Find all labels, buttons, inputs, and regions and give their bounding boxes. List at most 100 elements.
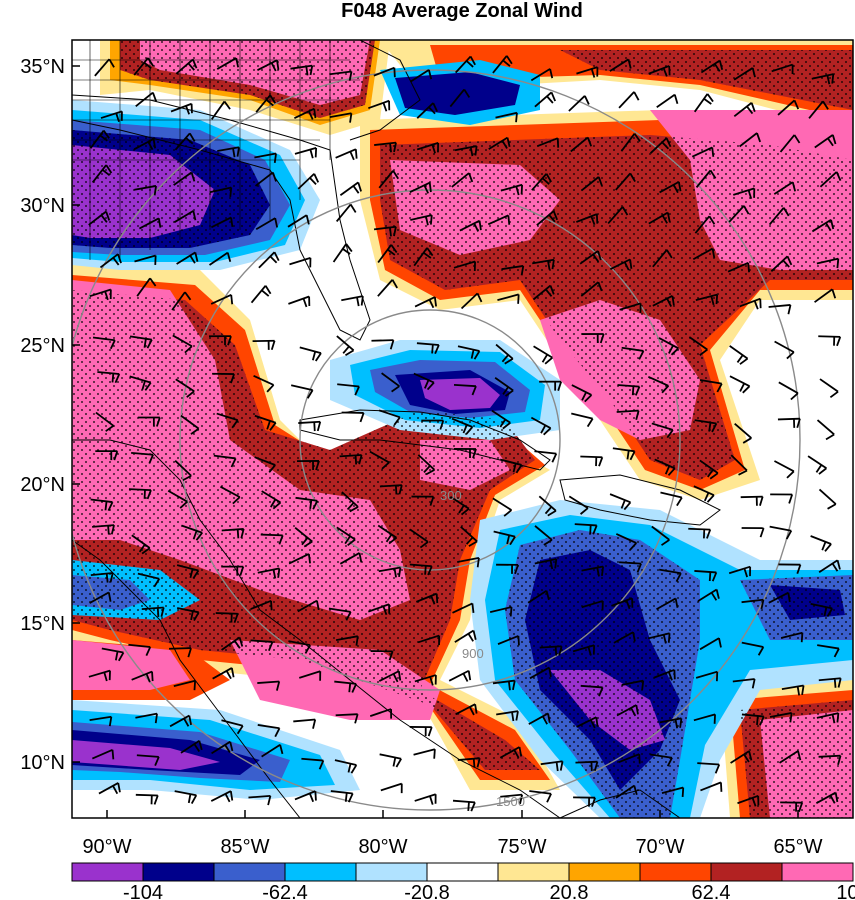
wind-barb	[810, 535, 832, 552]
lat-label: 10°N	[20, 752, 65, 774]
wind-barb	[209, 186, 233, 197]
wind-barb	[819, 171, 842, 188]
wind-barb	[493, 530, 516, 546]
wind-barb	[492, 55, 513, 74]
wind-barb	[169, 714, 192, 728]
wind-barb	[661, 786, 685, 798]
wind-barb	[135, 91, 158, 108]
wind-barb	[496, 710, 519, 722]
wind-barb	[576, 213, 599, 226]
wind-barb	[773, 181, 797, 195]
wind-barb	[536, 210, 558, 226]
wind-barb	[334, 680, 357, 693]
wind-barb	[534, 91, 556, 108]
wind-barb	[529, 790, 552, 803]
wind-barb	[648, 65, 671, 77]
wind-barb	[691, 146, 715, 158]
colorbar-swatch	[71, 862, 144, 882]
wind-barb	[92, 524, 115, 535]
wind-barb	[181, 524, 203, 541]
wind-barb	[414, 296, 437, 309]
wind-barb	[92, 336, 116, 350]
wind-barb	[334, 759, 358, 774]
wind-barb	[417, 634, 441, 646]
wind-barb	[378, 409, 401, 426]
wind-barb	[381, 372, 400, 393]
lon-label: 90°W	[82, 836, 131, 858]
wind-barb	[579, 250, 602, 265]
wind-barb	[656, 597, 679, 611]
wind-barb	[453, 383, 477, 396]
wind-barb	[576, 66, 599, 78]
wind-barb	[290, 64, 314, 76]
wind-barb	[341, 411, 365, 423]
wind-barb	[818, 677, 842, 688]
wind-barb	[530, 416, 552, 436]
wind-barb	[774, 340, 795, 360]
wind-barb	[89, 288, 112, 301]
wind-barb	[100, 110, 123, 123]
wind-barb	[619, 302, 642, 313]
colorbar-swatch	[639, 862, 712, 882]
wind-barb	[818, 488, 837, 510]
wind-barb	[741, 527, 765, 538]
wind-barb	[288, 640, 311, 654]
wind-barb	[339, 181, 362, 197]
wind-barb	[779, 134, 801, 153]
wind-barb	[539, 645, 563, 656]
wind-barb	[335, 635, 359, 646]
wind-barb	[777, 417, 801, 429]
wind-barb	[619, 561, 642, 573]
wind-barb	[580, 281, 603, 297]
wind-barb	[581, 333, 605, 344]
wind-barb	[341, 295, 364, 307]
wind-barb	[576, 716, 599, 729]
wind-barb	[454, 145, 478, 157]
wind-barb	[411, 495, 435, 506]
wind-barb	[368, 99, 391, 112]
wind-barb	[297, 599, 320, 613]
wind-barb	[771, 63, 794, 75]
wind-barb	[728, 565, 752, 578]
wind-barb	[527, 589, 550, 604]
wind-barb	[170, 102, 193, 115]
wind-barb	[176, 564, 200, 580]
wind-barb	[135, 793, 159, 805]
wind-barb	[91, 164, 113, 183]
wind-barb	[213, 454, 237, 468]
wind-barb	[169, 647, 192, 658]
wind-barb	[88, 669, 111, 682]
wind-barb	[693, 485, 715, 503]
wind-barb	[451, 172, 474, 188]
lat-label: 15°N	[20, 613, 65, 635]
colorbar-label: 62.4	[692, 882, 731, 900]
wind-barb	[611, 597, 634, 610]
wind-barb	[811, 73, 835, 85]
wind-barb	[379, 484, 403, 495]
wind-barb	[650, 753, 673, 767]
wind-barb	[173, 679, 197, 691]
wind-barb	[810, 603, 833, 618]
wind-barb	[217, 146, 240, 158]
wind-barb	[499, 458, 523, 474]
wind-barb	[693, 713, 716, 724]
wind-barb	[816, 257, 840, 269]
wind-barb	[609, 258, 633, 271]
wind-barb	[288, 553, 311, 565]
wind-barb	[648, 211, 671, 225]
wind-barb	[457, 757, 481, 768]
wind-barb	[616, 409, 640, 420]
wind-barb	[540, 760, 564, 772]
wind-barb	[697, 762, 721, 774]
wind-barb	[808, 100, 829, 119]
wind-barb	[336, 526, 356, 547]
wind-barb	[414, 674, 437, 686]
wind-barb	[90, 572, 114, 583]
wind-barb	[330, 790, 354, 803]
wind-barb	[89, 715, 113, 727]
wind-barb	[378, 170, 399, 189]
wind-barb	[495, 111, 518, 123]
wind-barb	[378, 566, 402, 578]
wind-barb	[532, 258, 555, 270]
wind-barb	[500, 183, 523, 196]
